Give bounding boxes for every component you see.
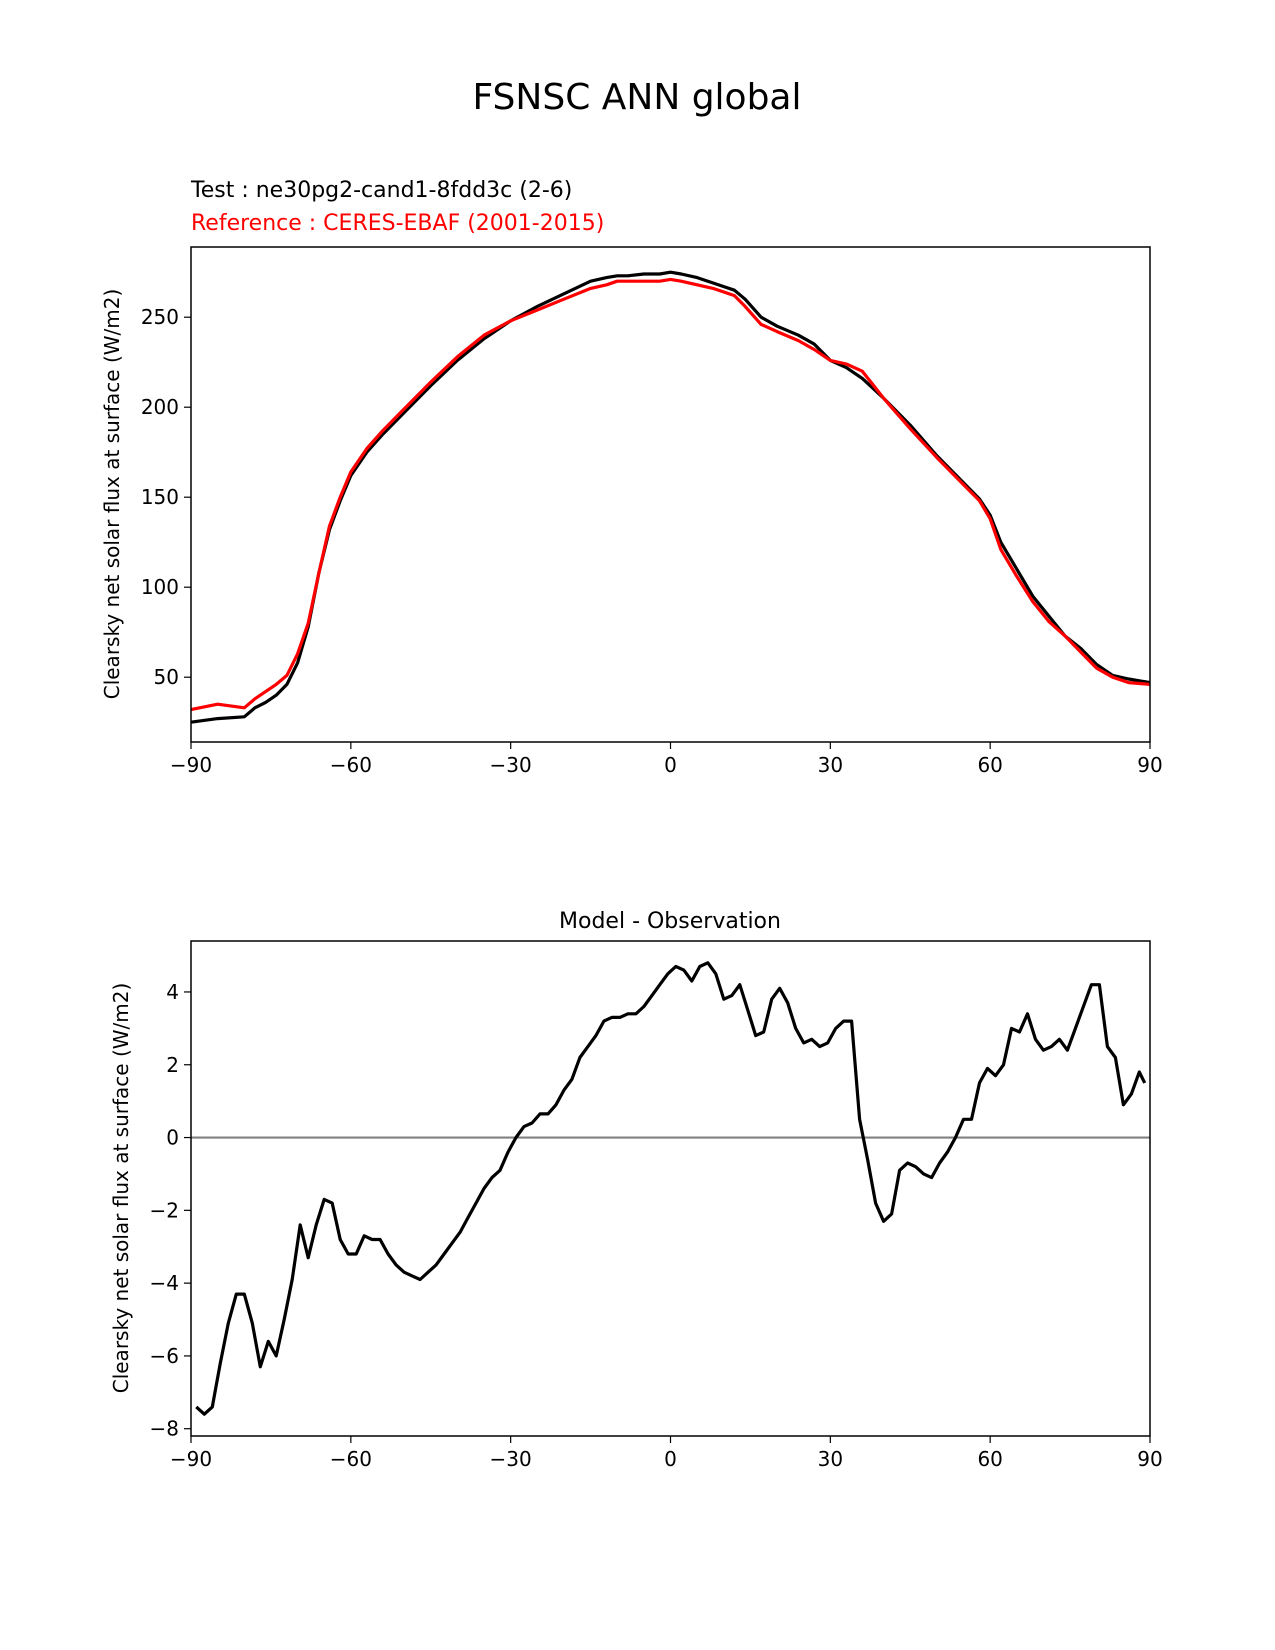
y-tick-label: 250 [141,305,179,329]
reference-label: Reference : CERES-EBAF (2001-2015) [191,211,604,236]
x-tick-label: −60 [330,753,372,777]
top-ticks: −90 −60 −30 0 30 60 90 50 100 150 200 250 [141,305,1163,777]
x-tick-label: −90 [170,753,212,777]
bottom-ylabel: Clearsky net solar flux at surface (W/m2… [109,983,133,1394]
x-tick-label: 90 [1137,753,1162,777]
bottom-title: Model - Observation [559,909,781,934]
y-tick-label: 150 [141,485,179,509]
y-tick-label: 2 [166,1053,179,1077]
y-tick-label: 50 [154,665,179,689]
y-tick-label: 0 [166,1126,179,1150]
x-tick-label: −30 [490,1447,532,1471]
bottom-ticks: −90 −60 −30 0 30 60 90 −8 −6 −4 −2 0 2 4 [150,980,1163,1471]
x-tick-label: 30 [818,753,843,777]
y-tick-label: −6 [150,1344,179,1368]
y-tick-label: 200 [141,395,179,419]
x-tick-label: −60 [330,1447,372,1471]
top-plot-frame [190,246,1151,743]
x-tick-label: 0 [664,753,677,777]
x-tick-label: 90 [1137,1447,1162,1471]
figure-suptitle: FSNSC ANN global [472,77,801,118]
x-tick-label: 60 [977,1447,1002,1471]
series-line-test [190,270,1151,724]
bottom-panel: Model - Observation Clearsky net solar f… [109,909,1163,1471]
series-line-test-reference [195,961,1147,1416]
bottom-series [191,961,1150,1416]
top-series [190,270,1151,724]
test-label: Test : ne30pg2-cand1-8fdd3c (2-6) [190,178,572,203]
y-tick-label: −2 [150,1198,179,1222]
x-tick-label: −90 [170,1447,212,1471]
x-tick-label: 30 [818,1447,843,1471]
y-tick-label: −8 [150,1417,179,1441]
series-line-reference [190,277,1151,712]
x-tick-label: 60 [977,753,1002,777]
bottom-plot-frame [190,940,1151,1437]
y-tick-label: −4 [150,1271,179,1295]
y-tick-label: 100 [141,575,179,599]
y-tick-label: 4 [166,980,179,1004]
top-panel: Test : ne30pg2-cand1-8fdd3c (2-6) Refere… [100,178,1163,777]
x-tick-label: 0 [664,1447,677,1471]
top-ylabel: Clearsky net solar flux at surface (W/m2… [100,289,124,700]
x-tick-label: −30 [490,753,532,777]
